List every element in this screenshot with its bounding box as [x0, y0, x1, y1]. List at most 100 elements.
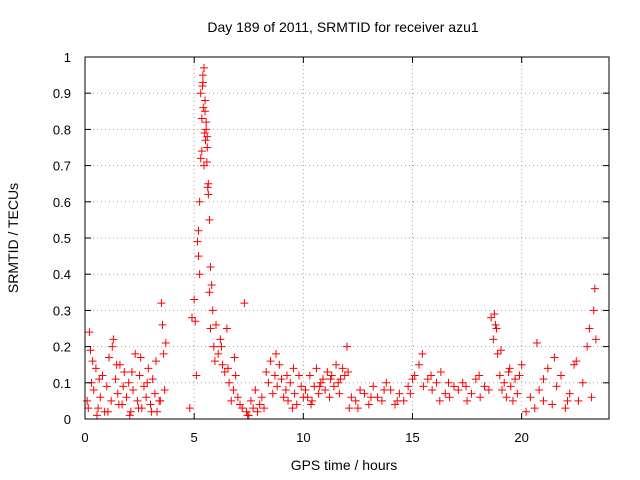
data-point: [268, 389, 277, 398]
data-point: [124, 378, 133, 387]
data-point: [202, 125, 211, 134]
data-point: [539, 375, 548, 384]
data-point: [321, 386, 330, 395]
x-tick-label: 15: [405, 430, 419, 445]
data-point: [532, 338, 541, 347]
data-point: [410, 371, 419, 380]
data-point: [107, 396, 116, 405]
data-point: [574, 396, 583, 405]
data-point: [212, 320, 220, 329]
data-point: [197, 114, 206, 123]
data-point: [513, 389, 522, 398]
data-point: [217, 342, 226, 351]
data-point: [367, 393, 376, 402]
data-point: [159, 349, 168, 358]
data-point: [200, 129, 209, 138]
data-point: [198, 71, 207, 80]
y-tick-label: 0.8: [53, 122, 71, 137]
data-point: [543, 364, 552, 373]
data-point: [495, 371, 504, 380]
data-point: [292, 400, 301, 409]
data-point: [206, 262, 215, 271]
data-point: [353, 404, 362, 413]
data-point: [143, 378, 152, 387]
data-point: [565, 389, 574, 398]
data-point: [428, 386, 437, 395]
data-point: [251, 386, 260, 395]
data-point: [266, 357, 275, 366]
data-point: [284, 396, 293, 405]
data-point: [194, 252, 203, 261]
data-point: [119, 382, 128, 391]
data-point: [204, 179, 213, 188]
data-point: [340, 371, 349, 380]
data-point: [249, 404, 258, 413]
data-point: [224, 364, 233, 373]
data-point: [103, 407, 112, 416]
data-point: [161, 338, 170, 347]
data-point: [572, 357, 581, 366]
data-point: [476, 393, 485, 402]
data-point: [187, 313, 196, 322]
data-point: [356, 386, 365, 395]
data-point: [253, 407, 262, 416]
data-point: [197, 147, 206, 156]
chart-title: Day 189 of 2011, SRMTID for receiver azu…: [207, 19, 479, 35]
data-point: [262, 367, 271, 376]
data-point: [205, 288, 214, 297]
data-point: [335, 389, 344, 398]
data-point: [427, 371, 436, 380]
data-point: [306, 400, 315, 409]
data-point: [458, 378, 467, 387]
grid: [85, 57, 609, 419]
y-tick-label: 0: [64, 412, 71, 427]
data-point: [147, 407, 156, 416]
x-tick-label: 10: [296, 430, 310, 445]
data-point: [515, 371, 524, 380]
data-point: [272, 349, 281, 358]
data-point: [351, 396, 360, 405]
data-point: [286, 378, 295, 387]
data-point: [517, 360, 526, 369]
data-point: [487, 313, 496, 322]
data-point: [585, 324, 594, 333]
data-point: [467, 389, 476, 398]
data-point: [207, 281, 216, 290]
data-point: [208, 306, 217, 315]
data-point: [185, 404, 194, 413]
data-point: [281, 386, 290, 395]
data-point: [325, 393, 334, 402]
data-point: [419, 382, 428, 391]
y-tick-label: 1: [64, 50, 71, 65]
data-point: [493, 349, 502, 358]
data-point: [142, 393, 151, 402]
data-point: [191, 317, 200, 326]
data-point: [86, 346, 95, 355]
axis-ticks: 00.10.20.30.40.50.60.70.80.910 5 10 15 20: [53, 50, 609, 445]
data-point: [480, 382, 489, 391]
data-point: [504, 367, 513, 376]
data-point: [91, 364, 100, 373]
data-point: [257, 393, 266, 402]
data-point: [436, 367, 445, 376]
data-point: [131, 349, 140, 358]
data-point: [308, 396, 317, 405]
data-point: [125, 411, 134, 420]
data-point: [496, 346, 505, 355]
data-point: [233, 393, 242, 402]
data-point: [134, 404, 143, 413]
data-point: [380, 386, 389, 395]
data-point: [120, 367, 129, 376]
data-point: [275, 360, 284, 369]
data-point: [550, 353, 559, 362]
data-point: [93, 411, 102, 420]
x-axis-label: GPS time / hours: [291, 457, 398, 473]
data-point: [133, 396, 142, 405]
data-point: [201, 96, 210, 105]
data-point: [522, 407, 531, 416]
data-point: [264, 378, 273, 387]
data-point: [202, 118, 211, 127]
data-point: [415, 360, 424, 369]
data-point: [312, 364, 321, 373]
data-point: [297, 382, 306, 391]
